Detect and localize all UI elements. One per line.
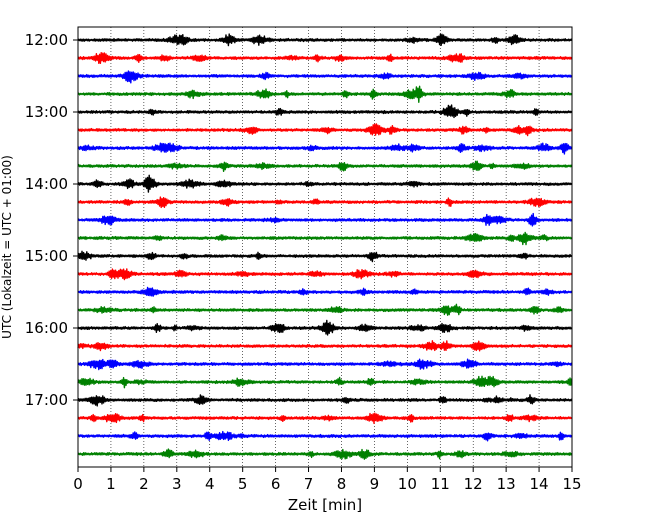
x-tick-label: 15 — [562, 475, 581, 493]
seismic-trace-795 — [77, 123, 573, 137]
x-tick-label: 3 — [172, 475, 182, 493]
x-tick-label: 14 — [530, 475, 549, 493]
y-tick-label: 14:00 — [25, 175, 68, 193]
seismic-trace-900 — [77, 250, 573, 263]
seismic-trace-960 — [77, 319, 573, 336]
x-axis-label: Zeit [min] — [288, 496, 362, 514]
x-tick-label: 6 — [271, 475, 281, 493]
seismic-trace-1020 — [77, 394, 573, 407]
seismic-trace-735 — [77, 52, 573, 64]
y-axis-label: UTC (Lokalzeit = UTC + 01:00) — [0, 155, 14, 339]
y-axis: 12:00 13:00 14:00 15:00 16:00 17:00 — [25, 31, 78, 409]
traces-layer — [77, 33, 573, 460]
seismic-trace-750 — [77, 70, 573, 84]
x-tick-label: 1 — [106, 475, 116, 493]
seismic-trace-720 — [77, 33, 573, 47]
x-tick-label: 10 — [398, 475, 417, 493]
x-tick-label: 11 — [431, 475, 450, 493]
seismic-trace-1035 — [77, 412, 573, 425]
y-tick-label: 17:00 — [25, 391, 68, 409]
grid-layer — [110, 27, 540, 467]
y-tick-label: 12:00 — [25, 31, 68, 49]
plot-frame — [77, 26, 573, 468]
seismic-trace-780 — [77, 104, 573, 119]
seismic-trace-945 — [77, 303, 573, 316]
x-axis: 0 1 2 3 4 5 6 7 8 9 10 11 12 13 14 15 — [73, 467, 582, 493]
frame-layer — [77, 26, 573, 468]
seismic-trace-930 — [77, 286, 573, 297]
x-tick-label: 2 — [139, 475, 149, 493]
seismic-trace-855 — [77, 196, 573, 209]
x-tick-label: 4 — [205, 475, 215, 493]
seismic-trace-1005 — [77, 375, 573, 389]
x-tick-label: 9 — [370, 475, 380, 493]
x-tick-label: 13 — [497, 475, 516, 493]
seismic-trace-1050 — [77, 430, 573, 442]
seismic-trace-810 — [77, 142, 573, 155]
x-tick-label: 8 — [337, 475, 347, 493]
y-tick-label: 15:00 — [25, 247, 68, 265]
seismic-trace-825 — [77, 160, 573, 173]
x-tick-label: 5 — [238, 475, 248, 493]
seismic-trace-1065 — [77, 448, 573, 460]
seismic-trace-990 — [77, 358, 573, 371]
seismic-trace-870 — [77, 212, 573, 227]
seismic-trace-975 — [77, 340, 573, 352]
seismic-trace-765 — [77, 85, 573, 103]
y-tick-label: 16:00 — [25, 319, 68, 337]
x-tick-label: 0 — [73, 475, 83, 493]
seismic-trace-840 — [77, 174, 573, 193]
x-tick-label: 7 — [304, 475, 314, 493]
seismic-trace-885 — [77, 231, 573, 246]
x-tick-label: 12 — [464, 475, 483, 493]
seismic-trace-915 — [77, 268, 573, 281]
y-tick-label: 13:00 — [25, 103, 68, 121]
